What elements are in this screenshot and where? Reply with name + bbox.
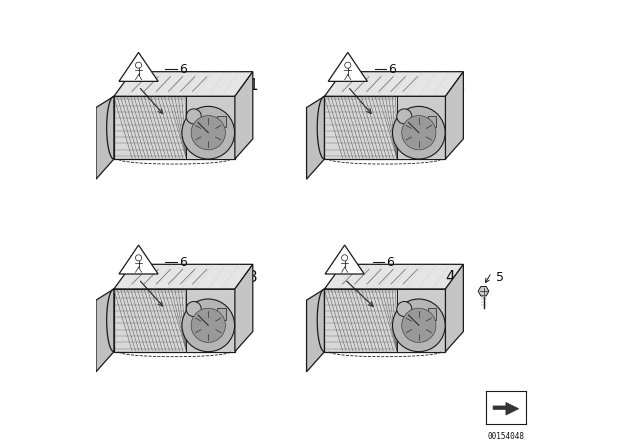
Polygon shape bbox=[307, 96, 324, 179]
Polygon shape bbox=[235, 264, 253, 352]
Polygon shape bbox=[493, 402, 519, 415]
Circle shape bbox=[397, 109, 412, 124]
Bar bbox=[186, 289, 235, 352]
Polygon shape bbox=[119, 52, 158, 82]
Text: 1: 1 bbox=[248, 78, 258, 93]
Polygon shape bbox=[324, 289, 445, 352]
Text: 3: 3 bbox=[248, 270, 258, 285]
Circle shape bbox=[392, 299, 445, 352]
Text: 6: 6 bbox=[179, 63, 187, 76]
Polygon shape bbox=[445, 264, 463, 352]
Text: 6: 6 bbox=[388, 63, 396, 76]
Polygon shape bbox=[325, 245, 364, 274]
Circle shape bbox=[392, 106, 445, 159]
Circle shape bbox=[186, 109, 201, 124]
Text: 6: 6 bbox=[387, 255, 394, 269]
Polygon shape bbox=[324, 96, 445, 159]
Circle shape bbox=[402, 116, 436, 150]
Polygon shape bbox=[96, 96, 114, 179]
Text: 5: 5 bbox=[496, 271, 504, 284]
Polygon shape bbox=[445, 72, 463, 159]
Circle shape bbox=[191, 308, 225, 342]
Bar bbox=[217, 116, 226, 127]
Polygon shape bbox=[114, 72, 253, 96]
Circle shape bbox=[191, 116, 225, 150]
Text: 6: 6 bbox=[179, 255, 187, 269]
Polygon shape bbox=[119, 245, 158, 274]
Polygon shape bbox=[114, 289, 235, 352]
Circle shape bbox=[186, 302, 201, 317]
Polygon shape bbox=[307, 289, 324, 372]
Bar bbox=[428, 308, 436, 320]
Circle shape bbox=[402, 308, 436, 342]
Polygon shape bbox=[114, 264, 253, 289]
Text: 00154048: 00154048 bbox=[488, 432, 524, 441]
Bar bbox=[186, 96, 235, 159]
Polygon shape bbox=[478, 287, 489, 296]
Bar bbox=[428, 116, 436, 127]
Polygon shape bbox=[96, 289, 114, 372]
Bar bbox=[217, 308, 226, 320]
Polygon shape bbox=[324, 72, 463, 96]
Text: 2: 2 bbox=[456, 78, 466, 93]
Bar bbox=[397, 289, 445, 352]
Bar bbox=[397, 96, 445, 159]
Polygon shape bbox=[324, 264, 463, 289]
Polygon shape bbox=[328, 52, 367, 82]
Polygon shape bbox=[235, 72, 253, 159]
Circle shape bbox=[182, 106, 235, 159]
Circle shape bbox=[397, 302, 412, 317]
Circle shape bbox=[182, 299, 235, 352]
Text: 4: 4 bbox=[445, 270, 455, 285]
Polygon shape bbox=[114, 96, 235, 159]
